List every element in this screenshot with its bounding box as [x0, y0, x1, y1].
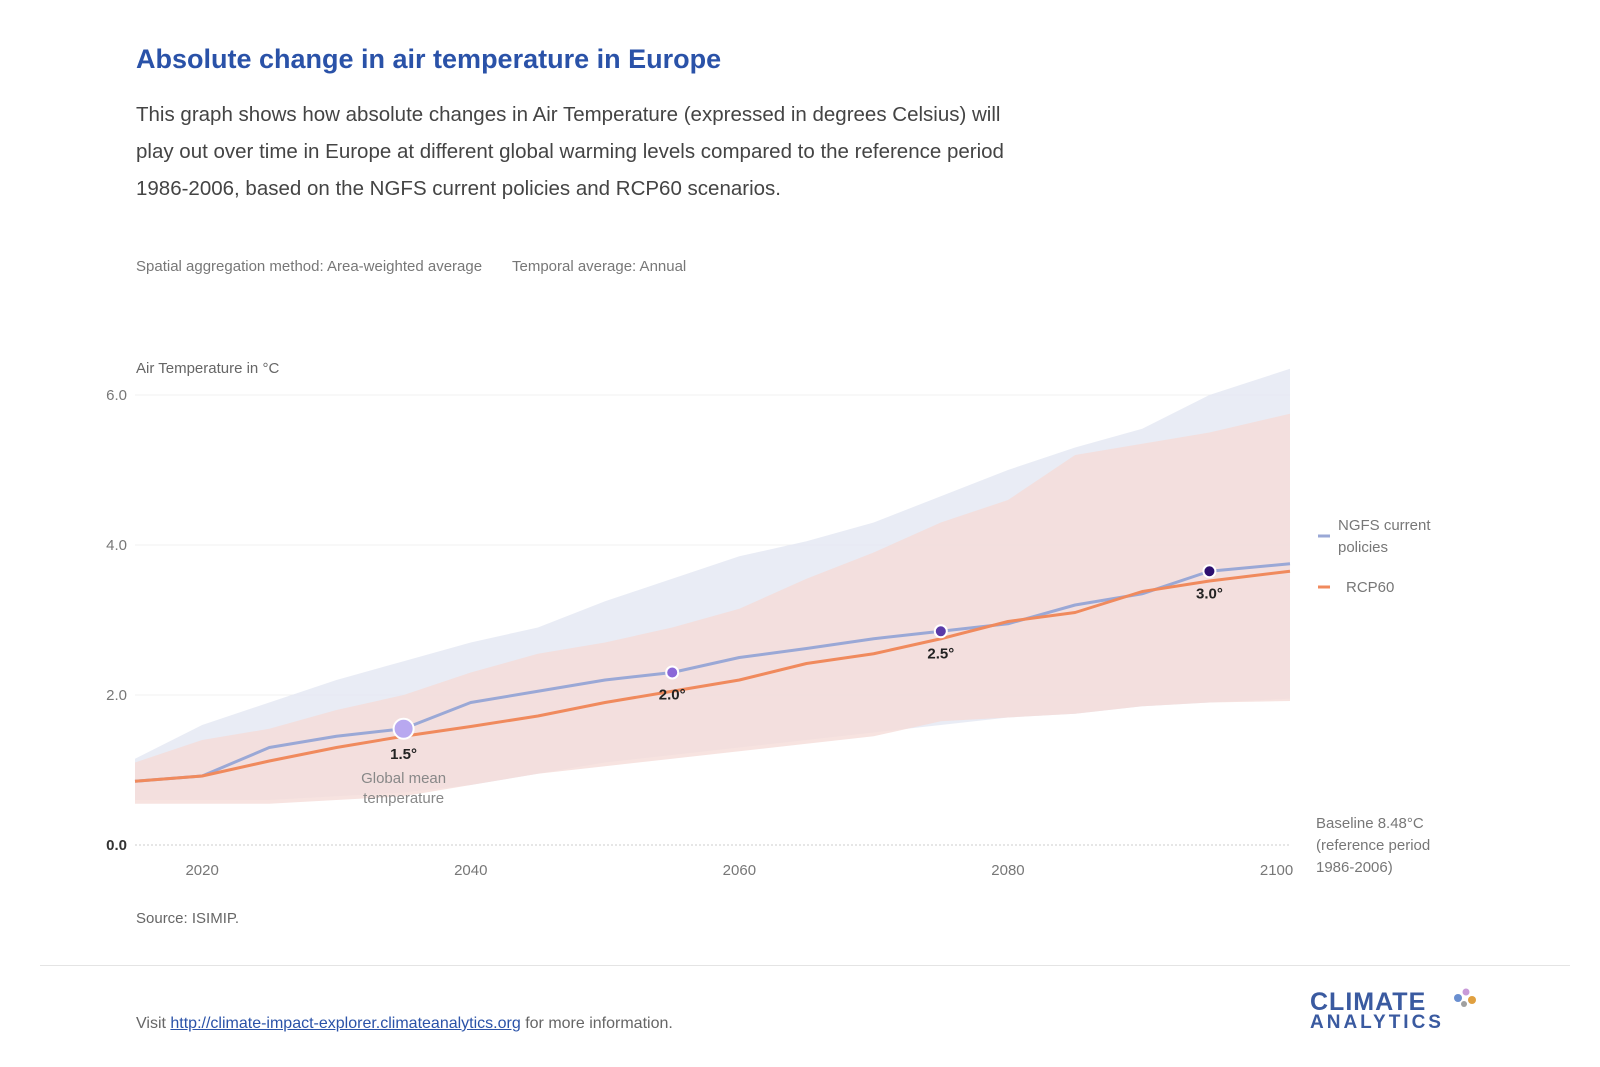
- warming-marker: [933, 624, 948, 639]
- x-tick-label: 2040: [454, 862, 487, 879]
- global-mean-annotation: Global mean: [361, 770, 446, 787]
- y-tick-label: 4.0: [106, 537, 127, 554]
- y-tick-label: 0.0: [106, 837, 127, 854]
- x-tick-label: 2060: [723, 862, 756, 879]
- warming-marker: [1202, 564, 1217, 579]
- visit-prefix: Visit: [136, 1015, 171, 1032]
- line-rcp60: [134, 569, 1291, 783]
- baseline-note: (reference period: [1316, 837, 1430, 854]
- temporal-average-note: Temporal average: Annual: [511, 258, 687, 275]
- warming-marker: [392, 717, 415, 740]
- y-tick-label: 6.0: [106, 387, 127, 404]
- x-tick-label: 2020: [185, 862, 218, 879]
- visit-note: Visit http://climate-impact-explorer.cli…: [136, 1015, 673, 1033]
- line-ngfs-current-policies: [134, 562, 1291, 783]
- warming-marker-label: 2.0°: [659, 687, 686, 704]
- global-mean-annotation: temperature: [363, 790, 444, 807]
- spatial-aggregation-note: Spatial aggregation method: Area-weighte…: [136, 258, 483, 275]
- source-note: Source: ISIMIP.: [136, 910, 240, 927]
- logo-dots-icon: [1454, 988, 1476, 1007]
- y-tick-label: 2.0: [106, 687, 127, 704]
- legend-label-rcp60: RCP60: [1346, 579, 1394, 596]
- visit-suffix: for more information.: [520, 1015, 673, 1032]
- warming-marker: [665, 665, 680, 680]
- climate-analytics-logo: CLIMATE ANALYTICS: [1310, 988, 1490, 1048]
- logo-text-analytics: ANALYTICS: [1310, 1012, 1444, 1033]
- baseline-note: 1986-2006): [1316, 859, 1393, 876]
- chart-title: Absolute change in air temperature in Eu…: [136, 44, 722, 74]
- legend-label-ngfs: policies: [1338, 539, 1388, 556]
- logo-text-climate: CLIMATE: [1310, 988, 1427, 1016]
- warming-marker-label: 2.5°: [927, 645, 954, 662]
- chart-description: This graph shows how absolute changes in…: [136, 103, 1004, 200]
- baseline-note: Baseline 8.48°C: [1316, 815, 1424, 832]
- band-rcp60: [135, 413, 1290, 804]
- footer-divider: [40, 965, 1570, 966]
- warming-marker-label: 1.5°: [390, 746, 417, 763]
- x-tick-label: 2080: [991, 862, 1024, 879]
- y-axis-label: Air Temperature in °C: [136, 360, 280, 377]
- chart-meta: Spatial aggregation method: Area-weighte…: [136, 258, 712, 275]
- x-tick-label: 2100: [1260, 862, 1293, 879]
- climate-impact-explorer-link[interactable]: http://climate-impact-explorer.climatean…: [170, 1015, 521, 1032]
- warming-marker-label: 3.0°: [1196, 585, 1223, 602]
- legend-label-ngfs: NGFS current: [1338, 517, 1431, 534]
